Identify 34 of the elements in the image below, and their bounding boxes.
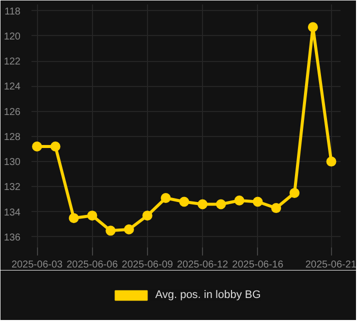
- point: [87, 210, 98, 221]
- y-tick-label: 120: [4, 31, 21, 42]
- y-tick-label: 134: [4, 207, 21, 218]
- point: [290, 188, 300, 198]
- y-tick-label: 128: [4, 132, 21, 143]
- point: [198, 199, 208, 210]
- point: [252, 196, 263, 207]
- point: [234, 196, 244, 206]
- legend-label: Avg. pos. in lobby BG: [155, 289, 261, 301]
- point: [124, 224, 134, 234]
- point: [142, 210, 152, 221]
- y-tick-label: 126: [4, 106, 21, 118]
- y-tick-label: 118: [4, 6, 21, 18]
- point: [106, 226, 116, 236]
- point: [326, 156, 336, 167]
- x-tick-label: 2025-06-21: [305, 260, 357, 270]
- point: [68, 213, 79, 224]
- point: [32, 141, 42, 152]
- point: [271, 203, 282, 214]
- point: [50, 141, 60, 152]
- y-tick-label: 132: [4, 182, 21, 194]
- y-tick-label: 136: [4, 232, 21, 244]
- x-tick-label: 2025-06-16: [232, 260, 284, 270]
- x-tick-label: 2025-06-09: [122, 260, 174, 270]
- x-tick-label: 2025-06-03: [11, 260, 64, 270]
- y-tick-label: 130: [4, 157, 21, 168]
- x-tick-label: 2025-06-12: [176, 260, 229, 270]
- y-tick-label: 124: [4, 82, 21, 93]
- point: [216, 199, 226, 210]
- point: [308, 22, 318, 32]
- x-tick-label: 2025-06-06: [66, 260, 118, 270]
- point: [160, 192, 171, 203]
- point: [179, 196, 190, 207]
- y-tick-label: 122: [4, 56, 21, 68]
